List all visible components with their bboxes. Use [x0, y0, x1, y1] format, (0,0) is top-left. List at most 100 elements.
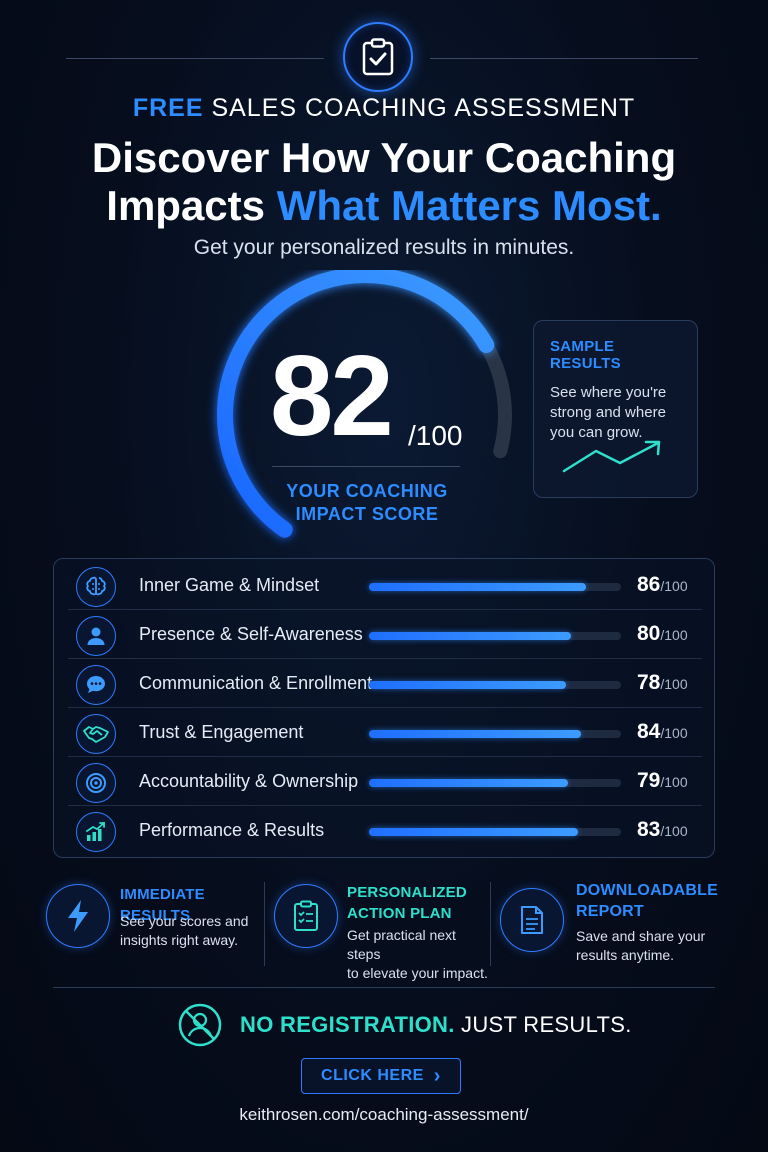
- row-divider: [68, 609, 702, 610]
- feature-immediate-results: IMMEDIATE RESULTS See your scores and in…: [46, 880, 266, 970]
- metric-score: 83/100: [637, 818, 688, 842]
- subheadline: Get your personalized results in minutes…: [193, 236, 575, 259]
- headline-line1: Discover How Your Coaching: [91, 134, 677, 181]
- metric-score-max: /100: [660, 627, 688, 643]
- metric-bar-track: [369, 779, 621, 787]
- just-results-label: JUST RESULTS.: [461, 1012, 632, 1037]
- eyebrow-accent: FREE: [132, 94, 204, 122]
- clipboard-check-badge: [343, 22, 413, 92]
- score-gauge: [217, 270, 512, 538]
- score-label: YOUR COACHING IMPACT SCORE: [262, 480, 472, 526]
- feature-text-line2: to elevate your impact.: [347, 965, 488, 981]
- gauge-track: [479, 338, 512, 459]
- metric-score-value: 83: [637, 818, 661, 841]
- feature-text: See your scores and insights right away.: [120, 912, 248, 950]
- handshake-icon: [76, 714, 116, 754]
- brain-icon: [76, 567, 116, 607]
- metric-bar-track: [369, 681, 621, 689]
- row-divider: [68, 756, 702, 757]
- eyebrow: FREE SALES COACHING ASSESSMENT: [0, 94, 768, 123]
- score-label-line1: YOUR COACHING: [286, 481, 448, 501]
- metric-score: 80/100: [637, 622, 688, 646]
- metric-row: Performance & Results 83/100: [68, 806, 702, 855]
- lightning-icon: [46, 884, 110, 948]
- metric-bar-fill: [369, 681, 566, 689]
- target-icon: [76, 763, 116, 803]
- metric-label: Performance & Results: [139, 820, 325, 840]
- feature-title-line2: ACTION PLAN: [347, 905, 452, 922]
- feature-text-line2: results anytime.: [576, 947, 675, 963]
- score-divider: [272, 466, 460, 467]
- feature-title: IMMEDIATE RESULTS: [120, 884, 266, 926]
- metric-row: Communication & Enrollment 78/100: [68, 659, 702, 708]
- metric-score-value: 84: [637, 720, 661, 743]
- metric-bar-fill: [369, 583, 586, 591]
- metric-score-value: 80: [637, 622, 661, 645]
- feature-text-line1: Save and share your: [576, 928, 706, 944]
- score-max: /100: [408, 420, 463, 451]
- header-divider-right: [430, 58, 698, 59]
- checklist-icon: [274, 884, 338, 948]
- footer-divider: [53, 987, 715, 988]
- metric-label: Inner Game & Mindset: [139, 575, 320, 595]
- metric-label: Presence & Self-Awareness: [139, 624, 363, 644]
- feature-title: DOWNLOADABLE REPORT: [576, 880, 718, 922]
- feature-action-plan: PERSONALIZED ACTION PLAN Get practical n…: [274, 880, 492, 981]
- score-label-line2: IMPACT SCORE: [295, 504, 439, 524]
- chat-bubble-icon: [76, 665, 116, 705]
- clipboard-check-icon: [362, 38, 394, 76]
- metric-bar-track: [369, 730, 621, 738]
- row-divider: [68, 707, 702, 708]
- assessment-link[interactable]: keithrosen.com/coaching-assessment/: [239, 1105, 529, 1124]
- metric-score-max: /100: [660, 823, 688, 839]
- no-registration-icon: [178, 1003, 222, 1047]
- metric-row: Trust & Engagement 84/100: [68, 708, 702, 757]
- metric-label: Accountability & Ownership: [139, 771, 359, 791]
- feature-title-line1: IMMEDIATE RESULTS: [120, 886, 205, 924]
- row-divider: [68, 658, 702, 659]
- feature-divider: [490, 882, 491, 966]
- feature-text-line1: Get practical next steps: [347, 927, 456, 962]
- metric-bar-fill: [369, 632, 571, 640]
- metric-score-max: /100: [660, 774, 688, 790]
- feature-downloadable-report: DOWNLOADABLE REPORT Save and share your …: [500, 880, 718, 970]
- metric-score-max: /100: [660, 578, 688, 594]
- feature-title-line1: DOWNLOADABLE: [576, 882, 718, 899]
- no-registration-text: NO REGISTRATION. JUST RESULTS.: [240, 1012, 632, 1038]
- metric-score: 86/100: [637, 573, 688, 597]
- metric-score: 79/100: [637, 769, 688, 793]
- metric-bar-fill: [369, 730, 581, 738]
- page-title: Discover How Your Coaching Impacts What …: [0, 134, 768, 230]
- growth-chart-icon: [76, 812, 116, 852]
- metric-row: Presence & Self-Awareness 80/100: [68, 610, 702, 659]
- metric-bar-track: [369, 632, 621, 640]
- person-icon: [76, 616, 116, 656]
- metric-row: Inner Game & Mindset 86/100: [68, 561, 702, 610]
- headline-blue: What Matters Most.: [276, 182, 662, 229]
- row-divider: [68, 805, 702, 806]
- eyebrow-text: SALES COACHING ASSESSMENT: [211, 94, 636, 122]
- score-value: 82: [270, 333, 394, 460]
- no-registration-label: NO REGISTRATION.: [240, 1012, 455, 1037]
- feature-title-line1: PERSONALIZED: [347, 884, 467, 901]
- metric-score: 84/100: [637, 720, 688, 744]
- metric-label: Trust & Engagement: [139, 722, 304, 742]
- feature-text: Save and share your results anytime.: [576, 927, 705, 965]
- click-here-button[interactable]: CLICK HERE ›: [301, 1058, 461, 1094]
- metric-score-value: 79: [637, 769, 661, 792]
- metric-score: 78/100: [637, 671, 688, 695]
- feature-text-line1: See your scores and: [120, 913, 249, 929]
- gauge-fill: [217, 270, 495, 538]
- sample-results-title: SAMPLE RESULTS: [550, 338, 621, 372]
- metric-label: Communication & Enrollment: [139, 673, 373, 693]
- metric-score-max: /100: [660, 676, 688, 692]
- sample-results-card: SAMPLE RESULTS See where you're strong a…: [533, 320, 698, 498]
- feature-title-line2: REPORT: [576, 903, 644, 920]
- feature-divider: [264, 882, 265, 966]
- sample-results-text: See where you're strong and where you ca…: [550, 384, 667, 441]
- metric-score-max: /100: [660, 725, 688, 741]
- metric-bar-track: [369, 828, 621, 836]
- chevron-right-icon: ›: [433, 1065, 441, 1087]
- metric-score-value: 86: [637, 573, 661, 596]
- metrics-panel: Inner Game & Mindset 86/100 Presence & S…: [53, 558, 715, 858]
